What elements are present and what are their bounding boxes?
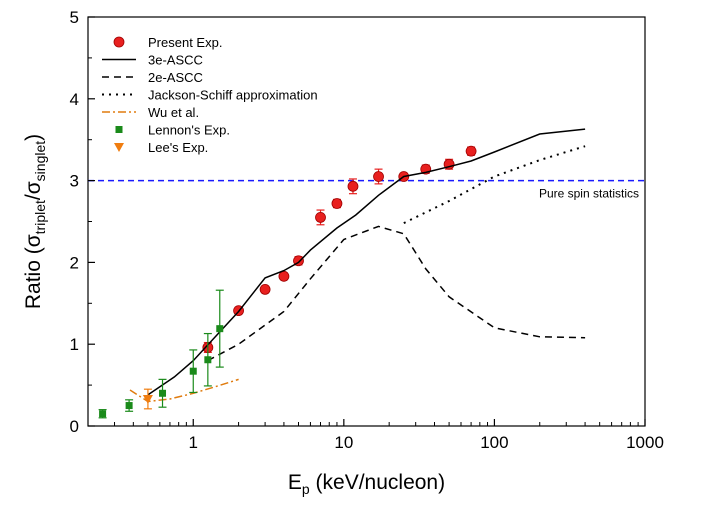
- y-axis-label-suffix: ): [22, 134, 45, 141]
- series-present-exp: [202, 145, 477, 353]
- data-point: [159, 389, 167, 397]
- x-tick-label: 100: [480, 433, 508, 452]
- y-axis-label: Ratio (σtriplet/σsinglet): [22, 134, 48, 309]
- y-axis-label-prefix: Ratio (σ: [22, 234, 45, 309]
- series-line: [147, 128, 586, 396]
- x-axis-label-main: E: [288, 471, 302, 494]
- y-tick-label: 3: [70, 172, 79, 191]
- y-axis-label-mid: /σ: [22, 181, 45, 200]
- data-point: [315, 212, 326, 223]
- legend-item-2e-ascc: 2e-ASCC: [102, 70, 203, 85]
- legend-item-wu-et-al: Wu et al.: [102, 105, 199, 120]
- y-axis-label-sub2: singlet: [32, 141, 48, 182]
- data-point: [216, 325, 224, 333]
- legend-item-3e-ascc: 3e-ASCC: [102, 53, 203, 68]
- legend-label: Lee's Exp.: [148, 140, 208, 155]
- legend-item-jackson-schiff-approximation: Jackson-Schiff approximation: [102, 88, 318, 103]
- data-point: [373, 171, 384, 182]
- legend-marker: [115, 126, 123, 133]
- x-axis-label-rest: (keV/nucleon): [310, 471, 445, 494]
- x-tick-label: 10: [334, 433, 353, 452]
- data-point: [204, 356, 212, 364]
- y-tick-label: 1: [70, 335, 79, 354]
- legend-label: Lennon's Exp.: [148, 123, 230, 138]
- data-point: [331, 198, 343, 209]
- x-axis-label: Ep (keV/nucleon): [288, 471, 445, 497]
- y-tick-label: 0: [70, 417, 79, 436]
- series-wu-et-al: [129, 378, 239, 403]
- data-point: [189, 367, 197, 375]
- data-point: [125, 402, 133, 410]
- series-line: [129, 378, 239, 403]
- data-point: [99, 410, 107, 418]
- series-lennon-s-exp: [98, 289, 224, 419]
- x-tick-label: 1: [189, 433, 198, 452]
- y-axis-label-sub1: triplet: [32, 200, 48, 234]
- legend-marker: [113, 36, 125, 48]
- data-point: [347, 180, 359, 192]
- data-point: [142, 395, 153, 405]
- x-axis-label-sub: p: [302, 481, 310, 497]
- legend-item-lennon-s-exp: Lennon's Exp.: [115, 123, 230, 138]
- legend-item-present-exp: Present Exp.: [113, 35, 222, 50]
- legend-label: Present Exp.: [148, 35, 222, 50]
- legend-marker: [114, 143, 124, 152]
- y-tick-label: 5: [70, 8, 79, 27]
- legend-label: 2e-ASCC: [148, 70, 203, 85]
- x-tick-label: 1000: [626, 433, 664, 452]
- data-point: [278, 270, 290, 282]
- data-point: [465, 145, 477, 157]
- series-line: [207, 225, 586, 362]
- series-jackson-schiff-approximation: [403, 145, 586, 224]
- series-layer: [98, 128, 586, 419]
- legend-label: 3e-ASCC: [148, 53, 203, 68]
- legend-label: Jackson-Schiff approximation: [148, 88, 318, 103]
- pure-spin-statistics-label: Pure spin statistics: [539, 187, 639, 201]
- series-3e-ascc: [147, 128, 586, 396]
- series-2e-ascc: [207, 225, 586, 362]
- legend-label: Wu et al.: [148, 105, 199, 120]
- y-tick-label: 2: [70, 253, 79, 272]
- y-tick-label: 4: [70, 90, 79, 109]
- axis-ticks: 1 10 100 1000 0 1 2 3 4 5: [70, 8, 664, 452]
- legend-item-lee-s-exp: Lee's Exp.: [114, 140, 208, 155]
- series-lee-s-exp: [142, 388, 153, 410]
- legend: Present Exp. 3e-ASCC 2e-ASCC Jackson-Schiff…: [102, 35, 318, 155]
- data-point: [259, 283, 271, 295]
- series-line: [403, 145, 586, 224]
